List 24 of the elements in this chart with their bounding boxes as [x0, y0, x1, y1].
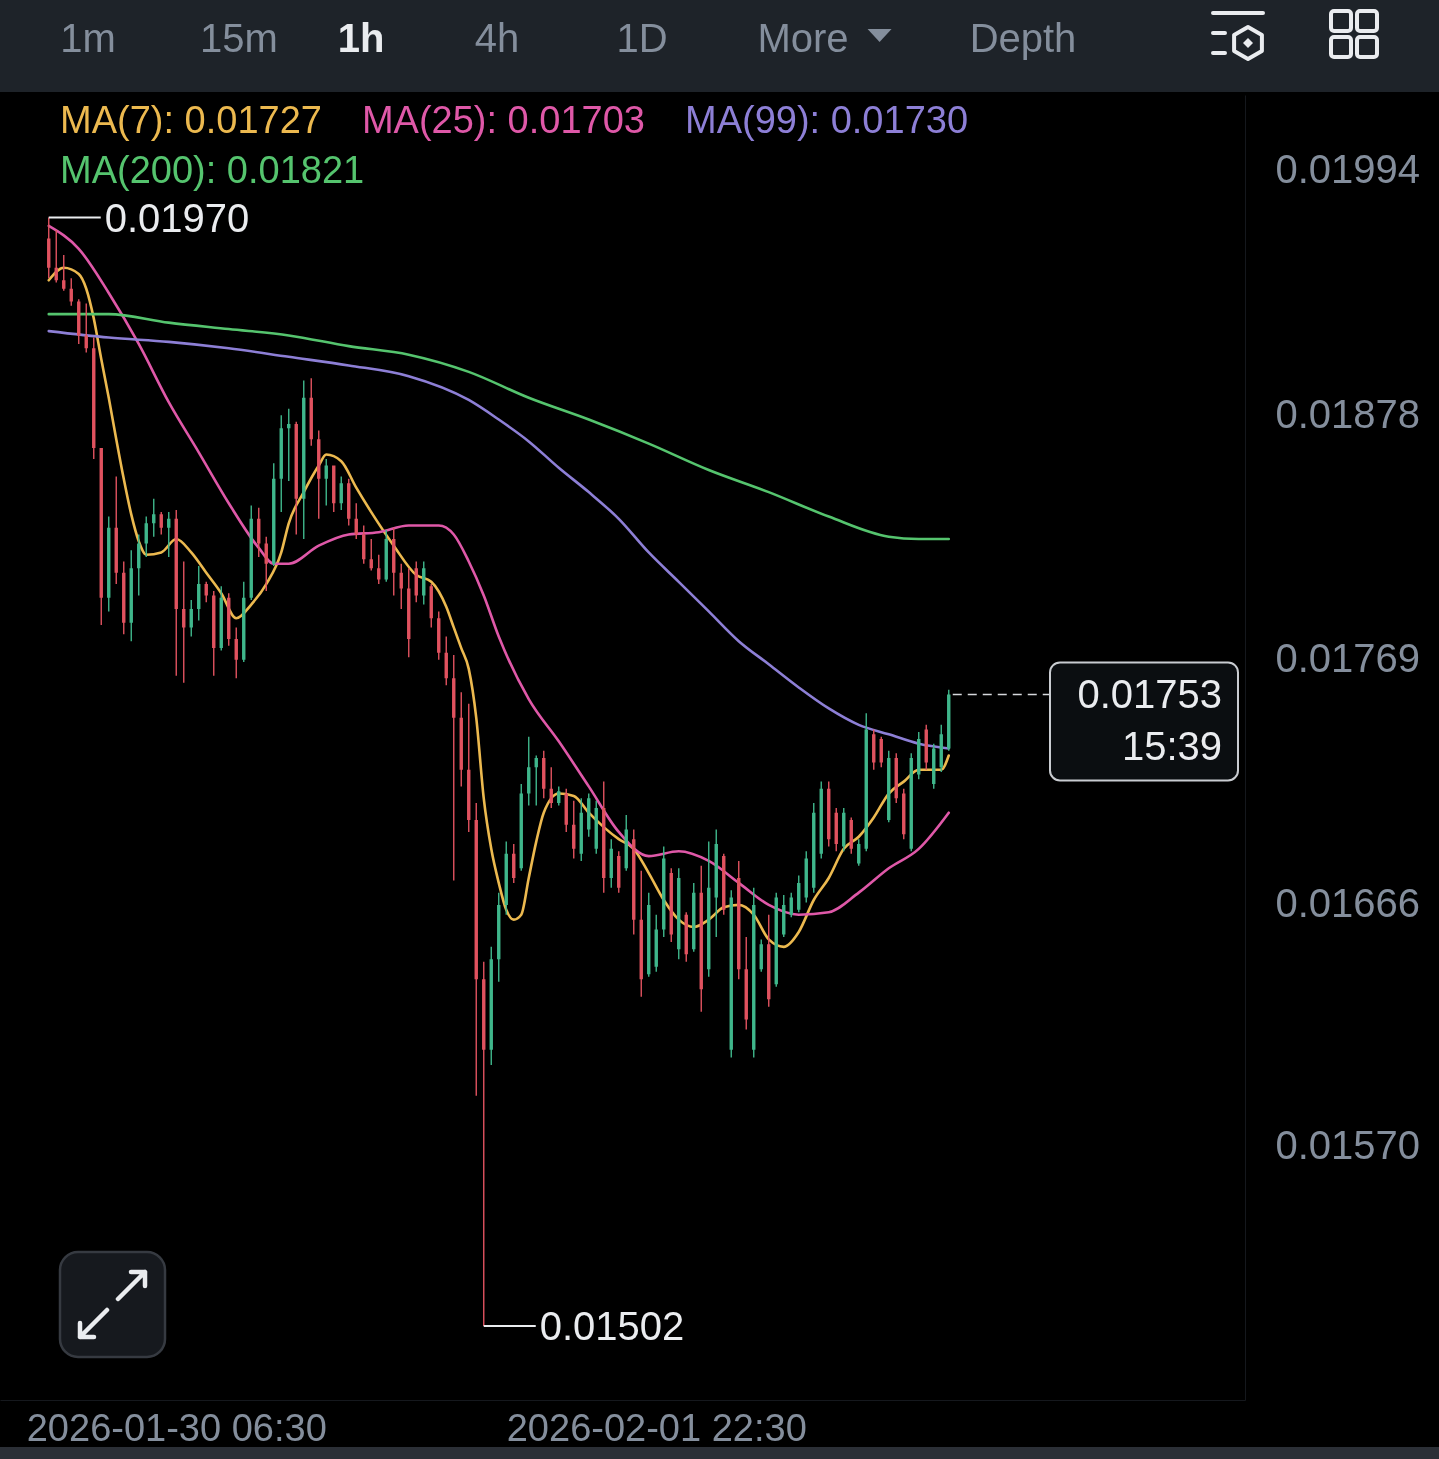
annotation: 0.01502 [539, 1303, 685, 1348]
text: MA(25): 0.01703 [361, 99, 645, 141]
y-tick-label: 0.01878 [1275, 391, 1420, 436]
line-series [47, 312, 951, 541]
text: 15m [200, 16, 278, 60]
text: MA(200): 0.01821 [60, 149, 365, 191]
y-tick-label: 0.01994 [1275, 146, 1420, 191]
text: 1D [616, 16, 668, 60]
annotation: 0.01970 [104, 195, 250, 240]
text: 1m [60, 16, 116, 60]
text: More [757, 16, 849, 60]
ref-line-label: 0.01753 [1077, 672, 1222, 717]
text: 1h [337, 16, 385, 60]
y-tick-label: 0.01769 [1275, 635, 1420, 680]
annotation: 15:39 [1121, 724, 1222, 769]
text: MA(99): 0.01730 [684, 99, 969, 141]
text: MA(7): 0.01727 [60, 99, 322, 141]
text: 4h [474, 16, 520, 60]
line-series [47, 329, 951, 750]
x-tick-label: 2026-02-01 22:30 [506, 1406, 807, 1449]
y-tick-label: 0.01570 [1275, 1123, 1420, 1168]
x-tick-label: 2026-01-30 06:30 [26, 1406, 327, 1449]
y-tick-label: 0.01666 [1275, 880, 1420, 925]
text: Depth [969, 16, 1077, 60]
